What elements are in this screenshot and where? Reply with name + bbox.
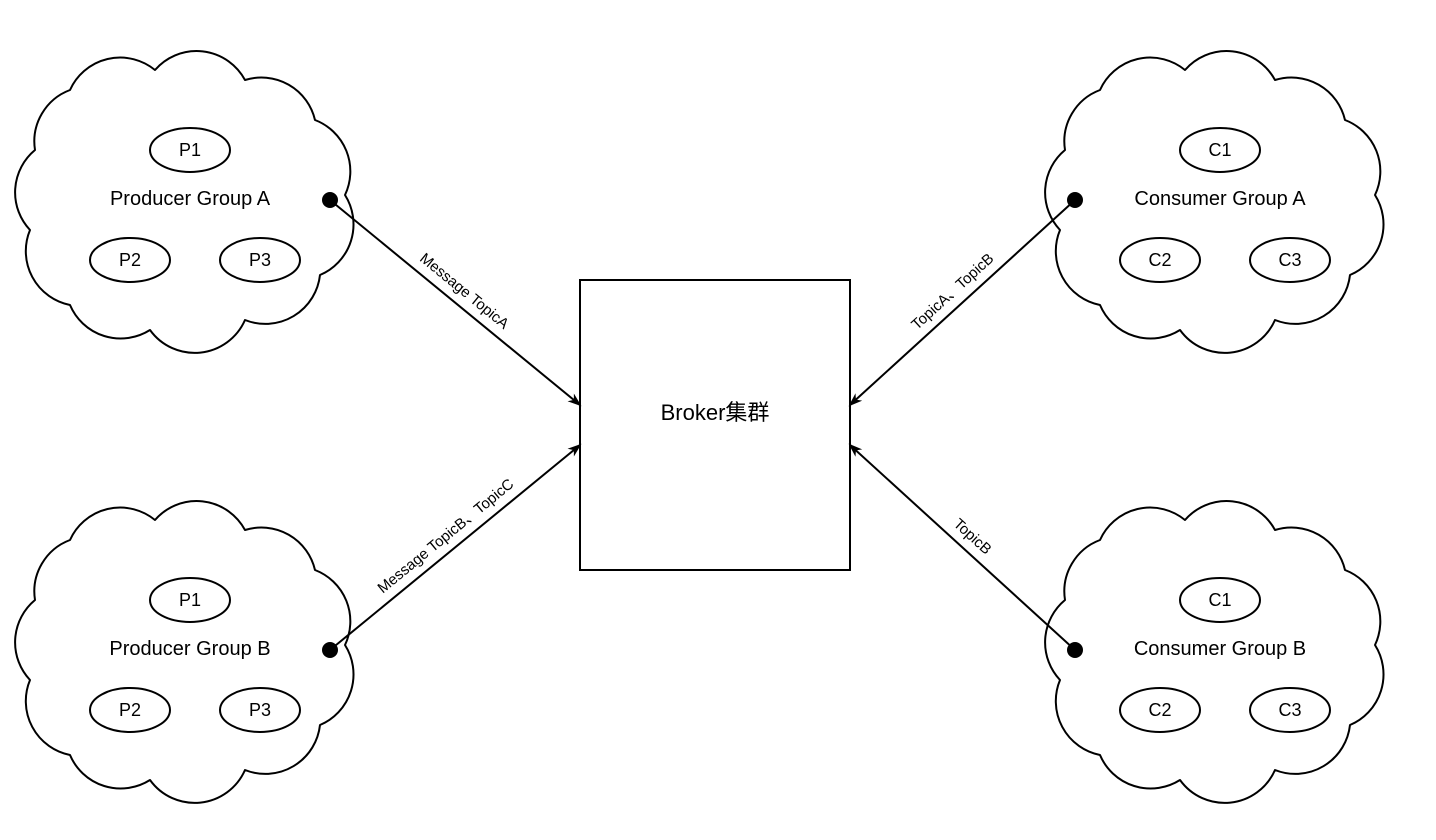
- node-label-cb-c2: C2: [1148, 700, 1171, 720]
- edge-edge-ca: [850, 200, 1075, 405]
- edge-label-group-edge-cb: TopicB: [950, 515, 995, 558]
- edge-label-group-edge-ca: TopicA、TopicB: [908, 250, 997, 333]
- diagram-canvas: Message TopicA Message TopicB、TopicC Topic…: [0, 0, 1436, 840]
- edge-label-edge-pb: Message TopicB、TopicC: [374, 476, 517, 597]
- node-label-pa-p3: P3: [249, 250, 271, 270]
- group-label: Producer Group B: [109, 638, 270, 660]
- cloud-consumer-b: Consumer Group B C1 C2 C3: [1045, 501, 1383, 803]
- edge-edge-pa: [330, 200, 580, 405]
- node-label-pb-p2: P2: [119, 700, 141, 720]
- node-label-cb-c1: C1: [1208, 590, 1231, 610]
- node-label-ca-c2: C2: [1148, 250, 1171, 270]
- anchor-dot-producer-b: [322, 642, 338, 658]
- broker-label: Broker集群: [661, 400, 770, 425]
- edge-label-edge-cb: TopicB: [950, 515, 995, 558]
- edge-label-edge-ca: TopicA、TopicB: [908, 250, 997, 333]
- anchor-dot-consumer-a: [1067, 192, 1083, 208]
- edge-label-group-edge-pb: Message TopicB、TopicC: [374, 476, 517, 597]
- node-label-ca-c1: C1: [1208, 140, 1231, 160]
- node-label-pb-p1: P1: [179, 590, 201, 610]
- edge-edge-cb: [850, 445, 1075, 650]
- cloud-producer-b: Producer Group B P1 P2 P3: [15, 501, 353, 803]
- edge-edge-pb: [330, 445, 580, 650]
- anchor-dot-producer-a: [322, 192, 338, 208]
- edges-layer: Message TopicA Message TopicB、TopicC Topic…: [330, 200, 1075, 650]
- clouds-layer: Producer Group A P1 P2 P3 Producer Group B P1…: [15, 51, 1383, 803]
- group-label: Consumer Group A: [1134, 188, 1306, 210]
- edge-label-group-edge-pa: Message TopicA: [416, 250, 512, 333]
- group-label: Producer Group A: [110, 188, 271, 210]
- broker-box: [580, 280, 850, 570]
- node-label-ca-c3: C3: [1278, 250, 1301, 270]
- node-label-pa-p1: P1: [179, 140, 201, 160]
- cloud-consumer-a: Consumer Group A C1 C2 C3: [1045, 51, 1383, 353]
- anchor-dot-consumer-b: [1067, 642, 1083, 658]
- node-label-cb-c3: C3: [1278, 700, 1301, 720]
- group-label: Consumer Group B: [1134, 638, 1306, 660]
- node-label-pa-p2: P2: [119, 250, 141, 270]
- cloud-producer-a: Producer Group A P1 P2 P3: [15, 51, 353, 353]
- edge-label-edge-pa: Message TopicA: [416, 250, 512, 333]
- center-layer: Broker集群: [580, 280, 850, 570]
- node-label-pb-p3: P3: [249, 700, 271, 720]
